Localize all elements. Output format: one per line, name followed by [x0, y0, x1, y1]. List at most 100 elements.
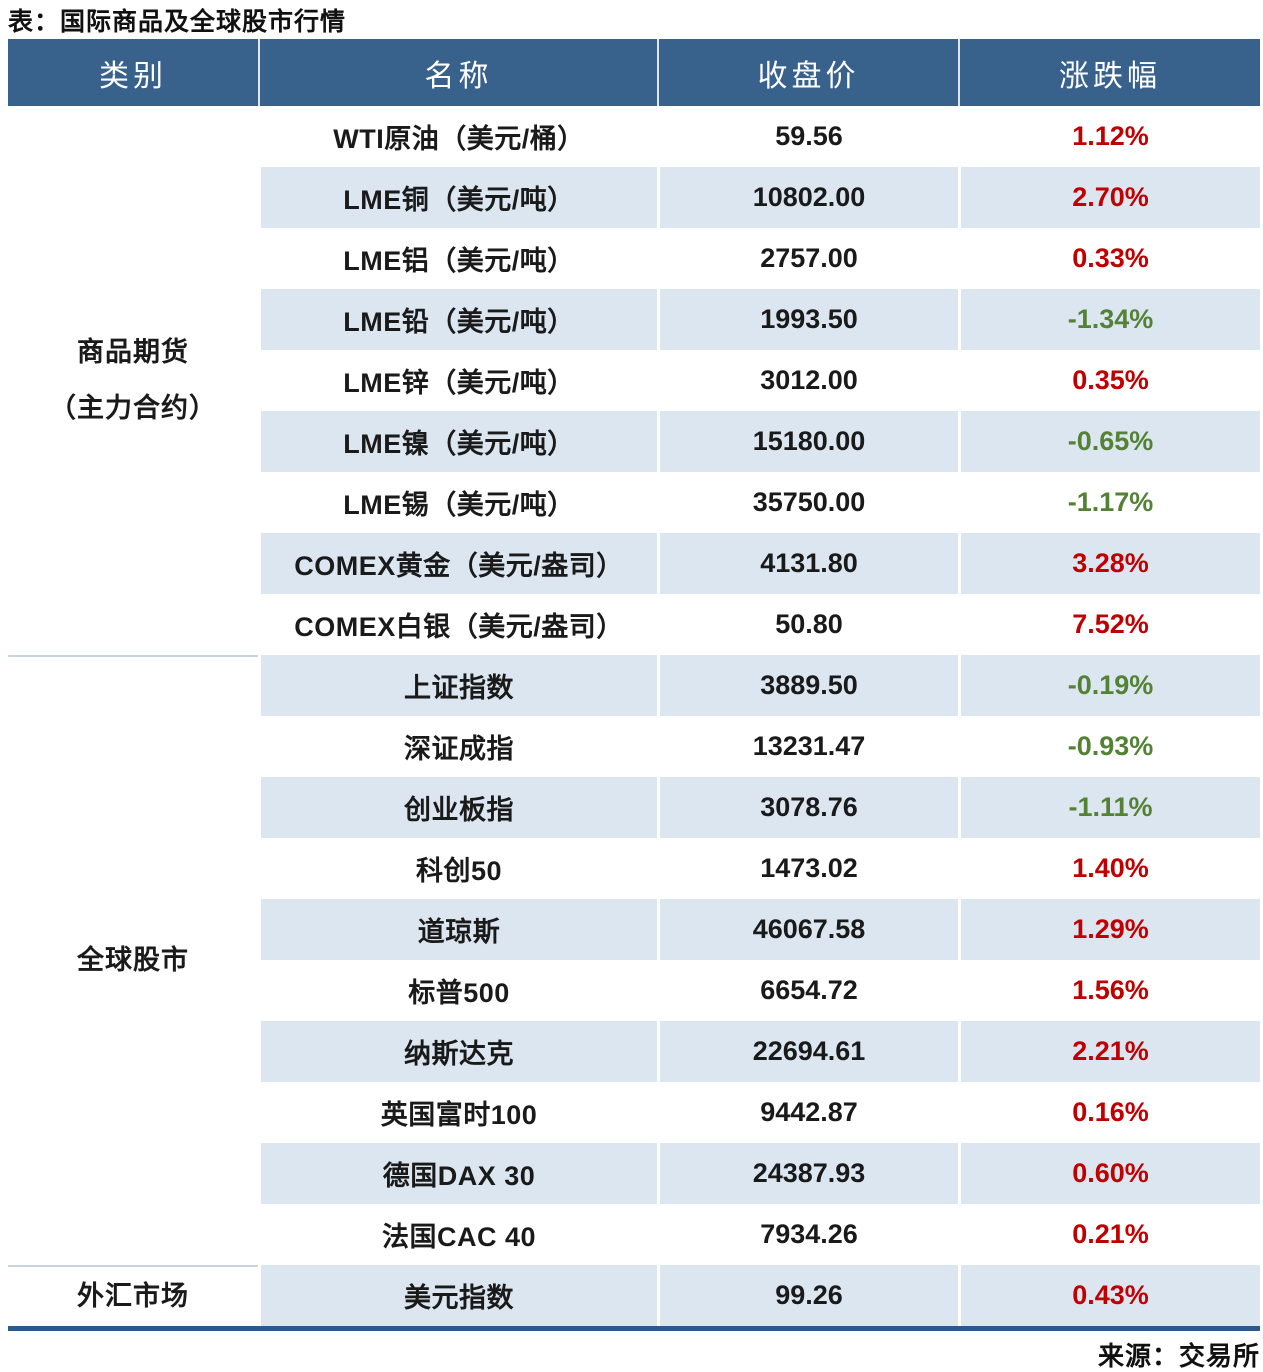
change-percent: 0.35%	[961, 350, 1260, 411]
change-percent: 1.29%	[961, 899, 1260, 960]
table-row: 德国DAX 30 24387.93 0.60%	[258, 1143, 1260, 1204]
table-row: WTI原油（美元/桶） 59.56 1.12%	[258, 106, 1260, 167]
table-row: 英国富时100 9442.87 0.16%	[258, 1082, 1260, 1143]
change-percent: -0.19%	[961, 655, 1260, 716]
category-cell: 全球股市	[8, 655, 258, 1265]
table-row: LME锡（美元/吨） 35750.00 -1.17%	[258, 472, 1260, 533]
change-percent: 1.56%	[961, 960, 1260, 1021]
table-row: 创业板指 3078.76 -1.11%	[258, 777, 1260, 838]
change-percent: 0.33%	[961, 228, 1260, 289]
instrument-name: LME铜（美元/吨）	[261, 167, 657, 228]
instrument-name: 英国富时100	[261, 1082, 657, 1143]
change-percent: -1.17%	[961, 472, 1260, 533]
close-price: 50.80	[660, 594, 958, 655]
change-percent: 0.60%	[961, 1143, 1260, 1204]
table-row: 法国CAC 40 7934.26 0.21%	[258, 1204, 1260, 1265]
change-percent: -0.65%	[961, 411, 1260, 472]
market-table: 类别 名称 收盘价 涨跌幅 商品期货 （主力合约） 全球股市外汇市场 WTI原油（美…	[8, 39, 1260, 1331]
category-label: 全球股市	[77, 945, 189, 976]
table-row: LME铝（美元/吨） 2757.00 0.33%	[258, 228, 1260, 289]
table-row: LME镍（美元/吨） 15180.00 -0.65%	[258, 411, 1260, 472]
instrument-name: 标普500	[261, 960, 657, 1021]
close-price: 7934.26	[660, 1204, 958, 1265]
category-label: 外汇市场	[77, 1280, 189, 1311]
source-label: 来源：交易所	[1097, 1341, 1260, 1371]
category-column: 商品期货 （主力合约） 全球股市外汇市场	[8, 106, 258, 1326]
table-row: 上证指数 3889.50 -0.19%	[258, 655, 1260, 716]
close-price: 46067.58	[660, 899, 958, 960]
instrument-name: LME铝（美元/吨）	[261, 228, 657, 289]
change-percent: 0.16%	[961, 1082, 1260, 1143]
change-percent: 3.28%	[961, 533, 1260, 594]
instrument-name: 道琼斯	[261, 899, 657, 960]
table-row: 深证成指 13231.47 -0.93%	[258, 716, 1260, 777]
instrument-name: 德国DAX 30	[261, 1143, 657, 1204]
category-label: （主力合约）	[49, 392, 217, 423]
instrument-name: 纳斯达克	[261, 1021, 657, 1082]
header-change-percent: 涨跌幅	[958, 39, 1260, 106]
table-row: 美元指数 99.26 0.43%	[258, 1265, 1260, 1326]
change-percent: 0.21%	[961, 1204, 1260, 1265]
change-percent: 0.43%	[961, 1265, 1260, 1326]
header-category: 类别	[99, 59, 167, 93]
instrument-name: LME锌（美元/吨）	[261, 350, 657, 411]
change-percent: 7.52%	[961, 594, 1260, 655]
table-row: COMEX白银（美元/盎司） 50.80 7.52%	[258, 594, 1260, 655]
close-price: 1473.02	[660, 838, 958, 899]
instrument-name: 上证指数	[261, 655, 657, 716]
instrument-name: COMEX白银（美元/盎司）	[261, 594, 657, 655]
close-price: 3012.00	[660, 350, 958, 411]
table-bottom-border	[8, 1326, 1260, 1331]
instrument-name: LME镍（美元/吨）	[261, 411, 657, 472]
instrument-name: LME铅（美元/吨）	[261, 289, 657, 350]
instrument-name: 法国CAC 40	[261, 1204, 657, 1265]
instrument-name: WTI原油（美元/桶）	[261, 106, 657, 167]
table-body: 商品期货 （主力合约） 全球股市外汇市场 WTI原油（美元/桶） 59.56 1.12%…	[8, 106, 1260, 1326]
table-row: LME锌（美元/吨） 3012.00 0.35%	[258, 350, 1260, 411]
close-price: 2757.00	[660, 228, 958, 289]
change-percent: 1.12%	[961, 106, 1260, 167]
instrument-name: COMEX黄金（美元/盎司）	[261, 533, 657, 594]
category-label: 商品期货	[77, 337, 189, 368]
category-cell: 商品期货 （主力合约）	[8, 106, 258, 655]
close-price: 9442.87	[660, 1082, 958, 1143]
header-close-price: 收盘价	[657, 39, 958, 106]
instrument-name: LME锡（美元/吨）	[261, 472, 657, 533]
change-percent: -0.93%	[961, 716, 1260, 777]
close-price: 3889.50	[660, 655, 958, 716]
change-percent: 2.21%	[961, 1021, 1260, 1082]
close-price: 4131.80	[660, 533, 958, 594]
close-price: 6654.72	[660, 960, 958, 1021]
category-cell: 外汇市场	[8, 1265, 258, 1326]
table-header: 类别 名称 收盘价 涨跌幅	[8, 39, 1260, 106]
change-percent: 1.40%	[961, 838, 1260, 899]
change-percent: -1.34%	[961, 289, 1260, 350]
close-price: 1993.50	[660, 289, 958, 350]
table-row: COMEX黄金（美元/盎司） 4131.80 3.28%	[258, 533, 1260, 594]
close-price: 10802.00	[660, 167, 958, 228]
table-row: 道琼斯 46067.58 1.29%	[258, 899, 1260, 960]
close-price: 15180.00	[660, 411, 958, 472]
table-row: 标普500 6654.72 1.56%	[258, 960, 1260, 1021]
page-title: 表：国际商品及全球股市行情	[8, 8, 347, 36]
header-name: 名称	[258, 39, 657, 106]
instrument-name: 创业板指	[261, 777, 657, 838]
change-percent: -1.11%	[961, 777, 1260, 838]
instrument-name: 科创50	[261, 838, 657, 899]
close-price: 24387.93	[660, 1143, 958, 1204]
instrument-name: 美元指数	[261, 1265, 657, 1326]
change-percent: 2.70%	[961, 167, 1260, 228]
close-price: 35750.00	[660, 472, 958, 533]
close-price: 13231.47	[660, 716, 958, 777]
close-price: 59.56	[660, 106, 958, 167]
table-row: 纳斯达克 22694.61 2.21%	[258, 1021, 1260, 1082]
close-price: 99.26	[660, 1265, 958, 1326]
close-price: 3078.76	[660, 777, 958, 838]
instrument-name: 深证成指	[261, 716, 657, 777]
table-row: LME铅（美元/吨） 1993.50 -1.34%	[258, 289, 1260, 350]
close-price: 22694.61	[660, 1021, 958, 1082]
rows-column: WTI原油（美元/桶） 59.56 1.12% LME铜（美元/吨） 10802.00 2…	[258, 106, 1260, 1326]
table-row: 科创50 1473.02 1.40%	[258, 838, 1260, 899]
table-row: LME铜（美元/吨） 10802.00 2.70%	[258, 167, 1260, 228]
